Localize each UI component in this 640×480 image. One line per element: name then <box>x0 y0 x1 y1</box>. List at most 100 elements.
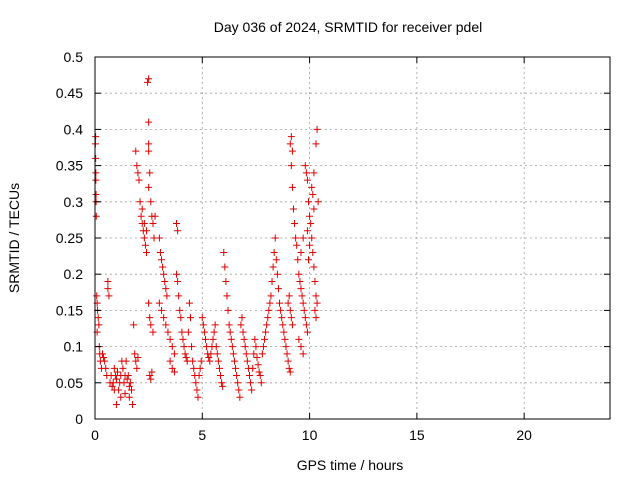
data-point <box>181 350 189 358</box>
data-point <box>147 198 155 206</box>
data-point <box>262 328 270 336</box>
data-point <box>235 386 243 394</box>
data-point <box>112 401 120 409</box>
data-point <box>276 299 284 307</box>
data-point <box>241 343 249 351</box>
data-point <box>272 256 280 264</box>
data-point <box>225 321 233 329</box>
data-point <box>174 277 182 285</box>
data-point <box>151 212 159 220</box>
data-point <box>286 306 294 314</box>
data-point <box>188 343 196 351</box>
data-point <box>144 78 152 86</box>
data-point <box>210 328 218 336</box>
data-point <box>314 198 322 206</box>
data-point <box>192 379 200 387</box>
data-point <box>310 205 318 213</box>
data-point <box>292 234 300 242</box>
data-point <box>264 314 272 322</box>
data-point <box>278 314 286 322</box>
data-point <box>281 335 289 343</box>
data-point <box>302 169 310 177</box>
data-point <box>132 357 140 365</box>
x-tick-labels: 0 5 10 15 20 <box>91 427 532 443</box>
data-point <box>93 292 101 300</box>
data-point <box>284 299 292 307</box>
data-point <box>297 248 305 256</box>
data-point <box>105 292 113 300</box>
data-point <box>130 321 138 329</box>
data-point <box>170 350 178 358</box>
data-point <box>220 248 228 256</box>
data-point <box>305 198 313 206</box>
data-point <box>92 154 100 162</box>
data-point <box>160 270 168 278</box>
data-point <box>168 364 176 372</box>
data-point <box>145 118 153 126</box>
data-point <box>134 169 142 177</box>
data-point <box>212 343 220 351</box>
data-point <box>268 277 276 285</box>
data-point <box>306 241 314 249</box>
data-point <box>186 314 194 322</box>
data-point <box>291 220 299 228</box>
data-point <box>100 353 108 361</box>
data-point <box>94 314 102 322</box>
y-tick-label: 0.45 <box>56 85 83 101</box>
data-point <box>120 379 128 387</box>
data-point <box>288 147 296 155</box>
data-point <box>286 140 294 148</box>
data-point <box>198 314 206 322</box>
data-point <box>175 292 183 300</box>
data-point <box>146 314 154 322</box>
data-point <box>266 299 274 307</box>
data-point <box>237 321 245 329</box>
data-point <box>109 379 117 387</box>
data-point <box>298 292 306 300</box>
data-point <box>194 393 202 401</box>
data-point <box>131 350 139 358</box>
data-point <box>190 364 198 372</box>
data-point <box>243 357 251 365</box>
data-point <box>174 227 182 235</box>
data-point <box>273 270 281 278</box>
data-point <box>184 328 192 336</box>
data-point <box>207 350 215 358</box>
x-axis-label: GPS time / hours <box>297 457 404 473</box>
data-point <box>155 234 163 242</box>
data-point <box>173 270 181 278</box>
data-point <box>253 353 261 361</box>
data-point <box>122 357 130 365</box>
data-point <box>307 220 315 228</box>
data-point <box>238 314 246 322</box>
data-point <box>189 357 197 365</box>
data-point <box>294 256 302 264</box>
data-point <box>255 368 263 376</box>
data-point <box>258 350 266 358</box>
data-point <box>124 372 132 380</box>
data-point <box>286 368 294 376</box>
data-point <box>302 321 310 329</box>
data-point <box>254 361 262 369</box>
data-point <box>312 140 320 148</box>
data-point <box>155 299 163 307</box>
data-point <box>313 125 321 133</box>
data-point <box>145 147 153 155</box>
data-point <box>246 372 253 380</box>
data-point <box>287 314 295 322</box>
data-point <box>311 277 319 285</box>
data-point <box>211 321 219 329</box>
data-point <box>140 234 148 242</box>
data-point <box>145 75 153 83</box>
y-tick-label: 0 <box>75 411 83 427</box>
data-point <box>209 335 217 343</box>
data-point <box>104 285 112 293</box>
data-point <box>300 306 308 314</box>
data-point <box>200 328 208 336</box>
data-point <box>138 205 146 213</box>
data-point <box>296 277 304 285</box>
y-tick-label: 0.25 <box>56 230 83 246</box>
data-point <box>92 191 100 199</box>
data-point <box>147 321 155 329</box>
